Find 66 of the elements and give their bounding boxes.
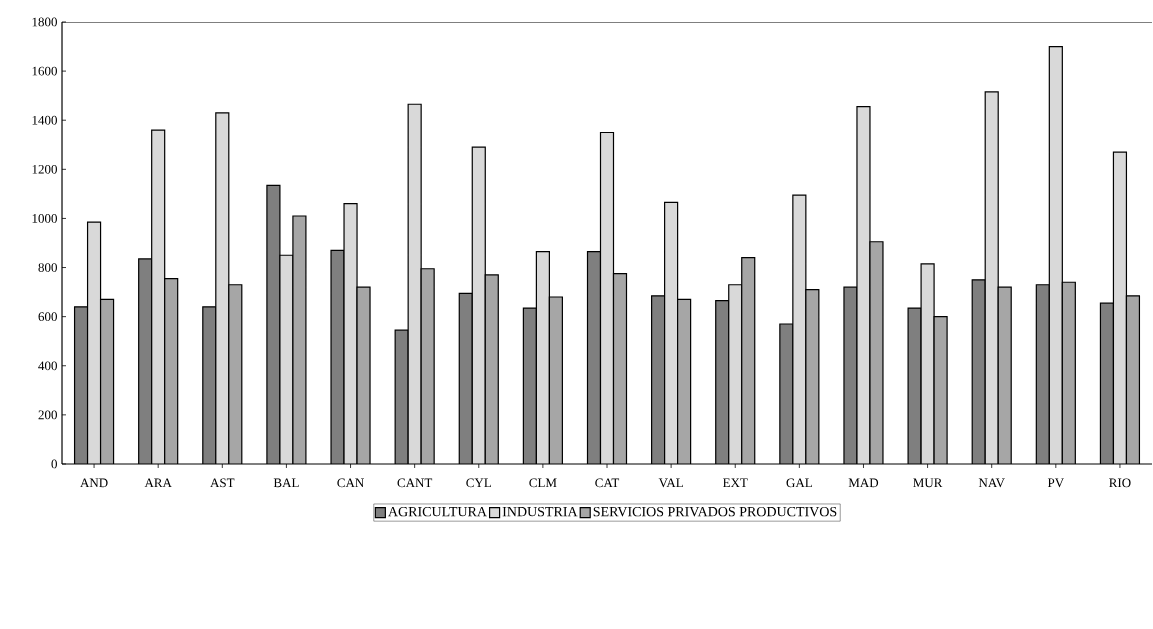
bar [728,284,742,464]
x-tick-label: CAT [595,478,620,488]
bar [1099,302,1115,464]
bar [664,202,678,464]
x-tick-label: EXT [722,478,748,488]
x-tick-label: MUR [913,478,943,488]
bar [741,257,755,464]
y-tick-label: 1200 [32,164,57,174]
bar [985,91,999,464]
bar [587,251,601,464]
bar [459,293,473,464]
bar [151,130,165,464]
x-tick-label: CLM [529,478,557,488]
x-tick-label: RIO [1109,478,1131,488]
bar [87,222,101,464]
bar [1112,151,1128,464]
bar [1125,295,1141,464]
bar [613,273,627,464]
bar [549,297,563,464]
bar [651,295,665,464]
bar [715,300,729,464]
x-tick-label: ARA [144,478,172,488]
x-tick-label: BAL [273,478,299,488]
bar [1036,284,1050,464]
y-tick-label: 800 [38,263,57,272]
x-tick-label: MAD [848,478,879,488]
x-tick-label: AST [210,478,235,488]
bar [202,306,216,464]
bar [998,287,1012,464]
bar [472,147,486,464]
legend-label: SERVICIOS PRIVADOS PRODUCTIVOS [593,506,837,517]
bar [408,104,422,464]
bar [1062,282,1076,464]
bar [600,132,614,464]
x-tick-label: VAL [658,478,683,488]
bar [523,308,537,464]
y-tick-label: 1000 [32,214,57,223]
y-tick-label: 0 [51,459,57,469]
x-tick-label: NAV [978,478,1005,488]
bar [536,251,550,464]
bar [485,274,499,464]
bar [215,112,229,464]
bar [100,299,114,464]
legend-label: INDUSTRIA [502,506,578,517]
y-tick-label: 1800 [32,17,57,27]
bar [677,299,691,464]
bar [1049,46,1063,464]
bar [164,278,178,464]
x-tick-label: GAL [786,478,812,488]
x-tick-label: CANT [397,478,433,488]
bar [395,330,409,464]
x-tick-label: AND [80,478,108,488]
legend-label: AGRICULTURA [388,506,487,517]
y-tick-label: 200 [38,410,57,420]
x-tick-label: CAN [337,478,364,488]
bar [972,279,986,464]
bar [421,268,435,464]
x-tick-label: CYL [466,478,491,488]
y-tick-label: 400 [38,361,57,371]
bar [228,284,242,464]
bar [138,258,152,464]
y-tick-label: 1600 [32,66,57,76]
x-tick-label: PV [1047,478,1064,488]
bar [74,306,88,464]
y-tick-label: 600 [38,312,57,322]
y-tick-label: 1400 [32,115,57,125]
